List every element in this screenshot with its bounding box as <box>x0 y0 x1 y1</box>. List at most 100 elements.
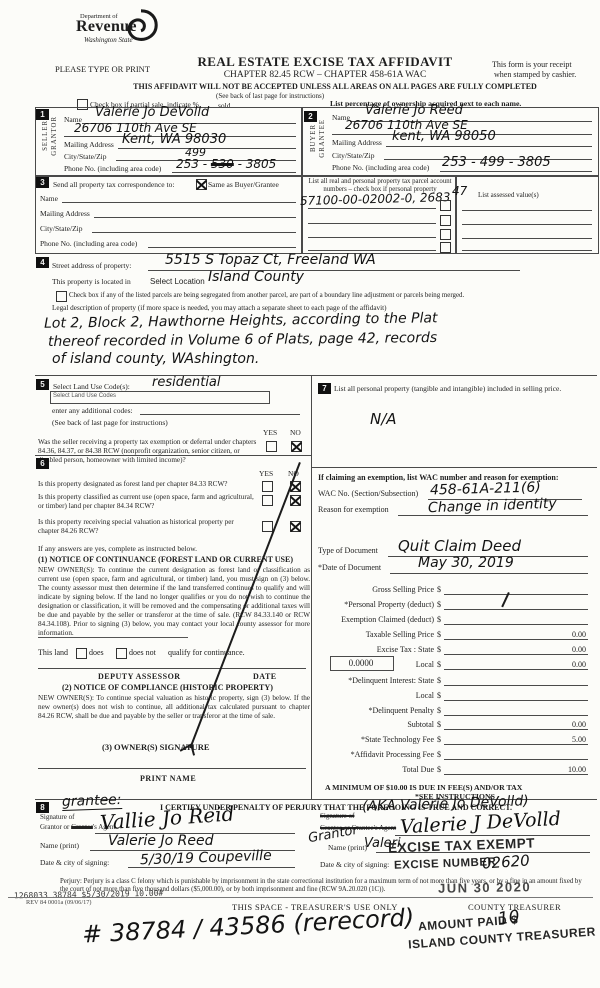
fee-line[interactable] <box>444 654 588 655</box>
receipt-note-1: This form is your receipt <box>492 60 572 69</box>
seller-phone-label: Phone No. (including area code) <box>64 164 162 173</box>
notice-continuance-text: NEW OWNER(S): To continue the current de… <box>38 566 310 637</box>
field-line[interactable] <box>148 270 520 271</box>
section-7-badge: 7 <box>318 383 331 394</box>
field-line[interactable] <box>398 515 588 516</box>
personal-property-checkbox-2[interactable] <box>440 215 451 226</box>
assessed-line[interactable] <box>462 224 592 225</box>
corr-csz-label: City/State/Zip <box>40 224 83 233</box>
parcel-line[interactable] <box>308 250 436 251</box>
parcel-line[interactable] <box>308 208 436 209</box>
fee-line[interactable] <box>444 639 588 640</box>
q3-no-checkbox[interactable] <box>290 521 301 532</box>
does-not-checkbox[interactable] <box>116 648 127 659</box>
dollar-sign: $ <box>437 765 441 774</box>
land-use-dropdown[interactable] <box>50 391 270 404</box>
form-chapter: CHAPTER 82.45 RCW – CHAPTER 458-61A WAC <box>223 70 427 80</box>
legal-line-2: thereof recorded in Volume 6 of Plats, p… <box>47 329 438 351</box>
field-line[interactable] <box>148 247 296 248</box>
does-checkbox[interactable] <box>76 648 87 659</box>
field-line[interactable] <box>332 134 592 135</box>
field-line[interactable] <box>128 867 295 868</box>
if-yes-note: If any answers are yes, complete as inst… <box>38 544 198 553</box>
select-location-dropdown[interactable]: Select Location <box>150 277 205 286</box>
fee-label: Excise Tax : State <box>376 645 434 654</box>
field-line[interactable] <box>94 217 296 218</box>
date-label: DATE <box>253 672 277 681</box>
fee-line[interactable] <box>444 609 588 610</box>
field-line[interactable] <box>376 852 590 853</box>
field-line[interactable] <box>90 850 295 851</box>
personal-property-checkbox-3[interactable] <box>440 229 451 240</box>
this-land-label: This land <box>38 648 68 657</box>
field-line[interactable] <box>440 171 592 172</box>
agency-name: Revenue <box>76 18 137 35</box>
field-line[interactable] <box>428 499 582 500</box>
fee-line[interactable] <box>444 715 588 716</box>
doc-type-value: Quit Claim Deed <box>398 537 522 555</box>
buyer-phone-value: 253 - 499 - 3805 <box>442 155 551 170</box>
dollar-sign: $ <box>437 600 441 609</box>
fee-line[interactable] <box>444 685 588 686</box>
assessed-line[interactable] <box>462 210 592 211</box>
field-line[interactable] <box>350 121 592 122</box>
field-line[interactable] <box>82 123 296 124</box>
dollar-sign: $ <box>437 706 441 715</box>
right-grantee-agent-label: Grantee or Grantee's Agent <box>320 824 397 832</box>
field-line[interactable] <box>140 414 300 415</box>
fee-line[interactable] <box>444 700 588 701</box>
owner-signature-line[interactable] <box>38 768 306 769</box>
field-line[interactable] <box>116 160 296 161</box>
fee-line[interactable] <box>444 759 588 760</box>
field-line[interactable] <box>92 232 296 233</box>
parcel-number-sup: 47 <box>452 184 468 198</box>
local-rate-value: 0.0000 <box>348 658 374 668</box>
q1-yes-checkbox[interactable] <box>262 481 273 492</box>
fee-label: Subtotal <box>407 720 434 729</box>
seller-csz-label: City/State/Zip <box>64 152 107 161</box>
current-use-question: Is this property classified as current u… <box>38 493 254 510</box>
field-line[interactable] <box>388 556 588 557</box>
field-line[interactable] <box>64 136 296 137</box>
partial-sale-checkbox[interactable] <box>77 99 88 110</box>
corr-name-label: Name <box>40 194 58 203</box>
fee-line[interactable] <box>444 774 588 775</box>
field-line[interactable] <box>62 202 296 203</box>
assessed-line[interactable] <box>462 238 592 239</box>
fee-line[interactable] <box>444 624 588 625</box>
section-2-badge: 2 <box>304 111 317 122</box>
field-line[interactable] <box>390 573 588 574</box>
parcel-line[interactable] <box>308 237 436 238</box>
field-line[interactable] <box>172 172 296 173</box>
yes-header: YES <box>263 428 278 437</box>
field-line[interactable] <box>386 146 592 147</box>
grantor-signature-line[interactable] <box>95 833 295 834</box>
segregated-checkbox[interactable] <box>56 291 67 302</box>
field-line[interactable] <box>118 148 296 149</box>
personal-property-checkbox-4[interactable] <box>440 242 451 253</box>
street-address-label: Street address of property: <box>52 261 132 270</box>
section-divider <box>35 455 311 456</box>
q-exemption-yes-checkbox[interactable] <box>266 441 277 452</box>
grantor-struck: Grantor <box>71 823 93 831</box>
personal-property-checkbox-1[interactable] <box>440 200 451 211</box>
grantee-signature-line[interactable] <box>395 835 590 836</box>
q3-yes-checkbox[interactable] <box>262 521 273 532</box>
fee-line[interactable] <box>444 729 588 730</box>
assessed-line[interactable] <box>462 250 592 251</box>
parcel-line[interactable] <box>308 223 436 224</box>
q2-yes-checkbox[interactable] <box>262 495 273 506</box>
personal-property-value: N/A <box>370 410 397 428</box>
q2-no-checkbox[interactable] <box>290 495 301 506</box>
same-as-buyer-checkbox[interactable] <box>196 179 207 190</box>
doc-type-label: Type of Document <box>318 546 378 555</box>
section-5-badge: 5 <box>36 379 49 390</box>
deputy-assessor-line[interactable] <box>38 668 306 669</box>
pen-strike-line <box>38 637 188 638</box>
q-exemption-no-checkbox[interactable] <box>291 441 302 452</box>
fee-line[interactable] <box>444 594 588 595</box>
fee-line[interactable] <box>444 744 588 745</box>
fee-line[interactable] <box>444 669 588 670</box>
field-line[interactable] <box>384 159 592 160</box>
